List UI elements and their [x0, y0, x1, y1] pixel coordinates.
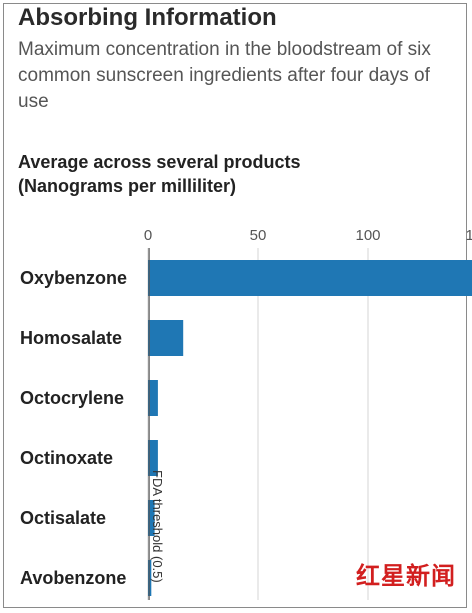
bar	[148, 440, 158, 476]
watermark-logo: 红星新闻	[356, 561, 456, 590]
bar	[148, 320, 184, 356]
chart-frame	[3, 3, 467, 608]
category-label: Oxybenzone	[20, 268, 127, 288]
chart-subtitle: Maximum concentration in the bloodstream…	[18, 39, 431, 112]
category-label: Octocrylene	[20, 388, 124, 408]
category-label: Homosalate	[20, 328, 122, 348]
bar	[148, 380, 158, 416]
section-title: Average across several products	[18, 152, 301, 172]
bar	[148, 500, 155, 536]
threshold-label: FDA threshold (0.5)	[150, 470, 165, 583]
section-units: (Nanograms per milliliter)	[18, 176, 237, 196]
x-tick-label: 100	[355, 227, 380, 244]
x-tick-label: 150	[465, 227, 472, 244]
category-label: Octinoxate	[20, 448, 113, 468]
chart-title: Absorbing Information	[18, 4, 277, 31]
chart-section-heading: Average across several products (Nanogra…	[18, 150, 300, 198]
bar	[148, 260, 472, 296]
category-label: Avobenzone	[20, 568, 126, 588]
x-tick-label: 50	[250, 227, 267, 244]
x-tick-label: 0	[144, 227, 152, 244]
category-label: Octisalate	[20, 508, 106, 528]
